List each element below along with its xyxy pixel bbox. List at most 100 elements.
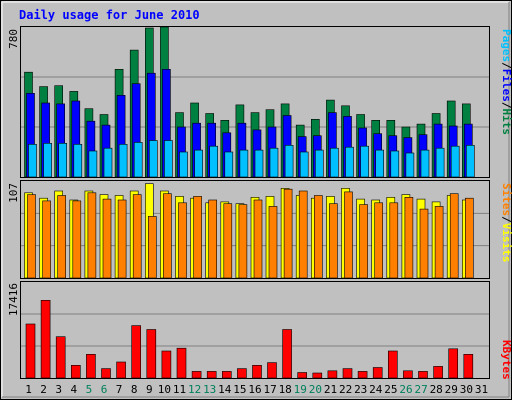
x-tick-label-day-16: 16 bbox=[248, 383, 261, 396]
x-tick-label-day-31: 31 bbox=[475, 383, 488, 396]
sites-bar-day-30 bbox=[464, 197, 474, 279]
sites-bar-day-6 bbox=[102, 198, 112, 279]
panel3-legend: KBytes bbox=[500, 340, 512, 380]
pages-bar-day-28 bbox=[435, 147, 445, 178]
x-tick-label-day-17: 17 bbox=[263, 383, 276, 396]
pages-bar-day-19 bbox=[299, 151, 309, 178]
pages-bar-day-15 bbox=[239, 149, 249, 178]
legend-sep-3: / bbox=[500, 216, 512, 223]
x-tick-label-day-8: 8 bbox=[131, 383, 138, 396]
panel-kbytes: 17416 KBytes bbox=[7, 281, 512, 380]
pages-bar-day-23 bbox=[360, 145, 369, 178]
x-tick-label-day-1: 1 bbox=[25, 383, 32, 396]
panel2-bars bbox=[24, 183, 474, 279]
kbytes-bar-day-27 bbox=[418, 371, 428, 379]
sites-bar-day-20 bbox=[313, 195, 323, 279]
kbytes-bar-day-4 bbox=[71, 364, 81, 379]
kbytes-bar-day-28 bbox=[433, 366, 443, 379]
kbytes-bar-day-19 bbox=[297, 372, 308, 379]
pages-bar-day-10 bbox=[164, 140, 173, 178]
kbytes-bar-day-20 bbox=[312, 372, 323, 379]
sites-bar-day-15 bbox=[238, 204, 248, 279]
pages-bar-day-22 bbox=[345, 146, 354, 178]
sites-bar-day-5 bbox=[87, 192, 97, 279]
x-tick-label-day-11: 11 bbox=[173, 383, 186, 396]
pages-bar-day-17 bbox=[269, 147, 279, 178]
kbytes-bar-day-15 bbox=[237, 368, 247, 379]
sites-bar-day-27 bbox=[419, 208, 429, 279]
sites-bar-day-4 bbox=[72, 200, 82, 279]
chart-title: Daily usage for June 2010 bbox=[19, 8, 200, 22]
kbytes-bar-day-7 bbox=[116, 361, 126, 379]
sites-bar-day-23 bbox=[359, 204, 368, 279]
kbytes-bar-day-25 bbox=[387, 350, 398, 379]
kbytes-bar-day-16 bbox=[252, 364, 262, 379]
legend-files: Files bbox=[500, 69, 512, 102]
x-tick-label-day-7: 7 bbox=[116, 383, 123, 396]
panel2-ymax-label: 107 bbox=[7, 183, 20, 203]
panel3-bars bbox=[25, 299, 474, 379]
sites-bar-day-28 bbox=[434, 206, 444, 279]
sites-bar-day-21 bbox=[329, 203, 338, 279]
x-tick-label-day-21: 21 bbox=[324, 383, 337, 396]
kbytes-bar-day-5 bbox=[86, 353, 96, 379]
x-tick-label-day-25: 25 bbox=[384, 383, 397, 396]
x-tick-label-day-15: 15 bbox=[233, 383, 246, 396]
panel1-legend: Pages/Files/Hits bbox=[500, 29, 512, 135]
kbytes-bar-day-9 bbox=[146, 329, 157, 379]
x-tick-label-day-28: 28 bbox=[430, 383, 443, 396]
x-tick-label-day-3: 3 bbox=[55, 383, 62, 396]
pages-bar-day-26 bbox=[405, 152, 415, 178]
x-tick-label-day-27: 27 bbox=[414, 383, 427, 396]
x-tick-label-day-14: 14 bbox=[218, 383, 232, 396]
pages-bar-day-3 bbox=[58, 143, 68, 178]
sites-bar-day-25 bbox=[389, 202, 399, 279]
pages-bar-day-7 bbox=[118, 144, 128, 178]
kbytes-bar-day-8 bbox=[131, 325, 141, 379]
kbytes-bar-day-13 bbox=[206, 371, 217, 379]
sites-bar-day-14 bbox=[223, 203, 233, 279]
sites-bar-day-29 bbox=[449, 193, 459, 279]
kbytes-bar-day-21 bbox=[327, 370, 338, 379]
legend-hits: Hits bbox=[500, 109, 512, 136]
pages-bar-day-12 bbox=[194, 149, 203, 178]
sites-bar-day-19 bbox=[298, 190, 308, 279]
panel-hits-files-pages: 780 Pages/Files/Hits bbox=[7, 26, 512, 178]
kbytes-bar-day-1 bbox=[25, 323, 36, 379]
pages-bar-day-8 bbox=[133, 142, 143, 178]
pages-bar-day-11 bbox=[179, 151, 188, 178]
panel1-ymax-label: 780 bbox=[7, 29, 20, 49]
panel2-legend: Sites/Visits bbox=[500, 183, 512, 263]
kbytes-bar-day-12 bbox=[191, 371, 202, 379]
sites-bar-day-13 bbox=[208, 199, 217, 279]
sites-bar-day-17 bbox=[268, 206, 278, 279]
kbytes-bar-day-26 bbox=[403, 370, 413, 379]
x-tick-label-day-9: 9 bbox=[146, 383, 153, 396]
pages-bar-day-1 bbox=[28, 144, 37, 178]
x-tick-label-day-13: 13 bbox=[203, 383, 216, 396]
x-tick-label-day-18: 18 bbox=[279, 383, 292, 396]
kbytes-bar-day-17 bbox=[267, 362, 277, 379]
sites-bar-day-9 bbox=[148, 216, 157, 279]
x-axis-day-labels: 1 2 3 4 5 6 7 8 9 10 11 12 13 14 15 16 17 18 19 20 21 22 23 24 2… bbox=[25, 383, 488, 396]
pages-bar-day-14 bbox=[224, 151, 234, 178]
pages-bar-day-27 bbox=[420, 149, 430, 178]
kbytes-bar-day-24 bbox=[372, 367, 383, 379]
x-tick-label-day-29: 29 bbox=[445, 383, 458, 396]
kbytes-bar-day-14 bbox=[222, 371, 232, 379]
panel3-plot-area bbox=[20, 281, 490, 379]
legend-sites: Sites bbox=[500, 183, 512, 216]
panel3-gridlines bbox=[21, 313, 489, 347]
pages-bar-day-24 bbox=[375, 149, 385, 178]
x-tick-label-day-4: 4 bbox=[70, 383, 77, 396]
kbytes-bar-day-22 bbox=[342, 368, 353, 379]
sites-bar-day-11 bbox=[178, 202, 187, 279]
pages-bar-day-25 bbox=[390, 150, 400, 178]
legend-pages: Pages bbox=[500, 29, 512, 62]
x-tick-label-day-23: 23 bbox=[354, 383, 367, 396]
sites-bar-day-22 bbox=[344, 191, 353, 279]
pages-bar-day-9 bbox=[149, 140, 158, 178]
x-tick-label-day-30: 30 bbox=[460, 383, 473, 396]
sites-bar-day-1 bbox=[27, 194, 36, 279]
